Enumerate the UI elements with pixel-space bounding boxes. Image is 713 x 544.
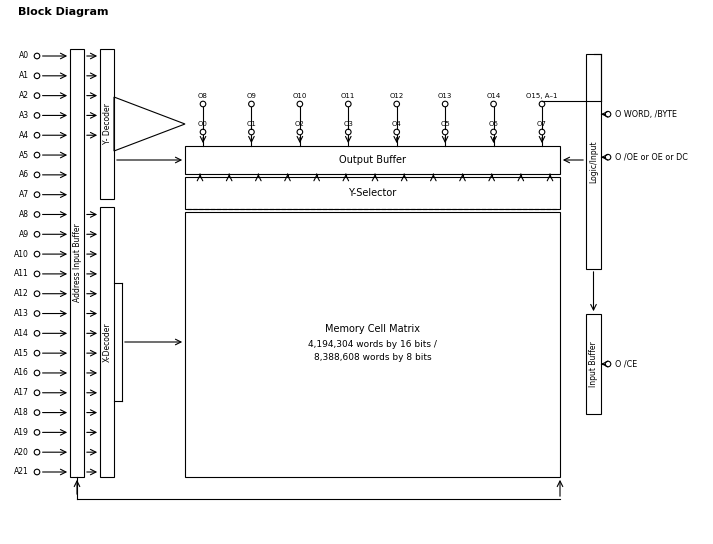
Text: Output Buffer: Output Buffer <box>339 155 406 165</box>
Text: A8: A8 <box>19 210 29 219</box>
Text: O14: O14 <box>486 93 501 99</box>
Text: O3: O3 <box>344 121 353 127</box>
Text: A9: A9 <box>19 230 29 239</box>
Text: A14: A14 <box>14 329 29 338</box>
Text: A20: A20 <box>14 448 29 457</box>
Text: A16: A16 <box>14 368 29 378</box>
Text: Memory Cell Matrix: Memory Cell Matrix <box>325 325 420 335</box>
Text: Block Diagram: Block Diagram <box>18 7 108 17</box>
Text: A17: A17 <box>14 388 29 397</box>
Bar <box>70 49 84 477</box>
Text: A2: A2 <box>19 91 29 100</box>
Text: O13: O13 <box>438 93 452 99</box>
Text: Logic/Input: Logic/Input <box>589 140 598 183</box>
Text: A5: A5 <box>19 151 29 159</box>
Text: A21: A21 <box>14 467 29 477</box>
Text: O15, A–1: O15, A–1 <box>526 93 558 99</box>
Text: O9: O9 <box>247 93 257 99</box>
Text: O4: O4 <box>392 121 401 127</box>
Text: 8,388,608 words by 8 bits: 8,388,608 words by 8 bits <box>314 353 431 362</box>
Text: Input Buffer: Input Buffer <box>589 341 598 387</box>
Text: A13: A13 <box>14 309 29 318</box>
Text: 4,194,304 words by 16 bits /: 4,194,304 words by 16 bits / <box>308 340 437 349</box>
Text: O11: O11 <box>341 93 356 99</box>
Text: O WORD, /BYTE: O WORD, /BYTE <box>615 110 677 119</box>
Text: O12: O12 <box>389 93 404 99</box>
Text: A1: A1 <box>19 71 29 81</box>
Text: A12: A12 <box>14 289 29 298</box>
Text: Address Input Buffer: Address Input Buffer <box>73 224 81 302</box>
Bar <box>185 212 560 477</box>
Text: A19: A19 <box>14 428 29 437</box>
Bar <box>100 49 114 199</box>
Text: A6: A6 <box>19 170 29 180</box>
Text: O10: O10 <box>292 93 307 99</box>
Text: O0: O0 <box>198 121 208 127</box>
Text: A18: A18 <box>14 408 29 417</box>
Text: X-Decoder: X-Decoder <box>103 322 111 362</box>
Text: O6: O6 <box>488 121 498 127</box>
Text: O8: O8 <box>198 93 208 99</box>
Text: Y-Selector: Y-Selector <box>349 188 396 198</box>
Text: A7: A7 <box>19 190 29 199</box>
Text: A4: A4 <box>19 131 29 140</box>
Bar <box>586 314 601 414</box>
Text: O /CE: O /CE <box>615 360 637 368</box>
Text: A0: A0 <box>19 52 29 60</box>
Text: O2: O2 <box>295 121 304 127</box>
Bar <box>586 54 601 269</box>
Text: O5: O5 <box>440 121 450 127</box>
Bar <box>100 207 114 477</box>
Text: O /OE or OE or DC: O /OE or OE or DC <box>615 153 687 162</box>
Text: A3: A3 <box>19 111 29 120</box>
Text: A15: A15 <box>14 349 29 357</box>
Text: O7: O7 <box>537 121 547 127</box>
Text: A11: A11 <box>14 269 29 279</box>
Text: A10: A10 <box>14 250 29 258</box>
Text: Y- Decoder: Y- Decoder <box>103 103 111 145</box>
Bar <box>185 177 560 209</box>
Text: O1: O1 <box>247 121 257 127</box>
Bar <box>185 146 560 174</box>
